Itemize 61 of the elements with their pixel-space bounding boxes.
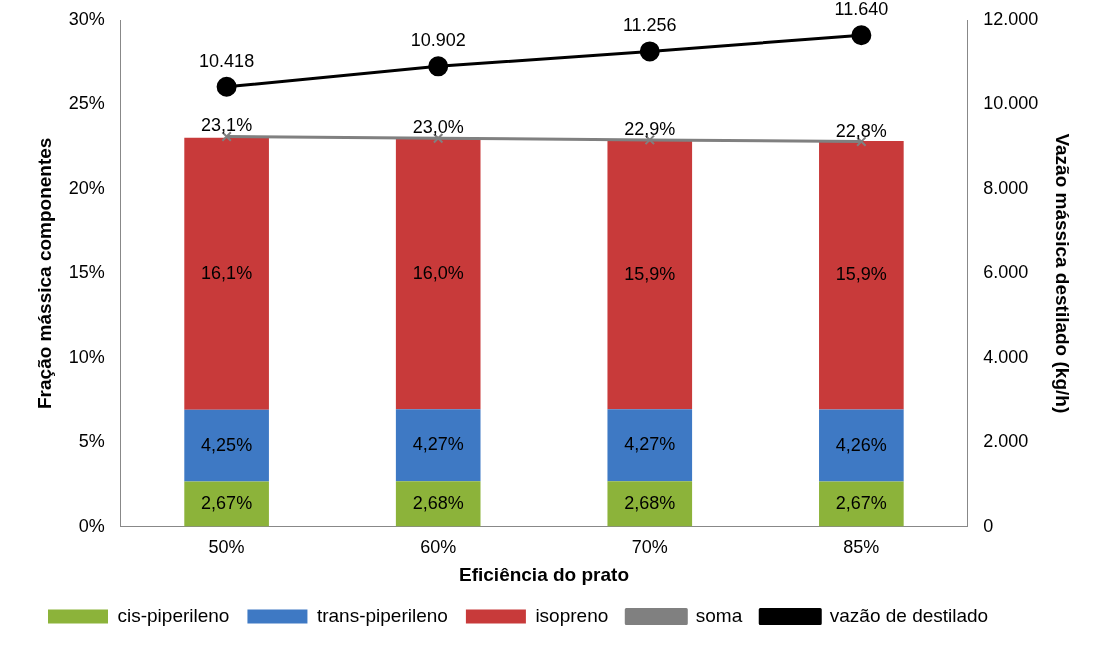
bar (607, 140, 693, 410)
data-label: 2,68% (624, 492, 676, 513)
bar (395, 481, 481, 527)
x-tick-label: 85% (843, 537, 880, 558)
data-label: 23,1% (201, 115, 253, 136)
bar (819, 141, 904, 410)
y-tick-label: 30% (68, 8, 105, 29)
x-tick-label: 60% (420, 537, 457, 558)
legend-label: soma (695, 604, 743, 626)
y2-tick-label: 6.000 (983, 262, 1029, 283)
data-label: 4,25% (201, 434, 253, 455)
bar (819, 409, 904, 482)
x-axis-title: Eficiência do prato (458, 563, 629, 585)
y-tick-label: 15% (68, 262, 105, 283)
bar (184, 481, 269, 527)
data-label: 2,67% (835, 493, 887, 514)
bar (607, 481, 693, 527)
y-tick-label: 0% (78, 515, 105, 536)
data-label: 4,27% (624, 434, 676, 455)
y-tick-label: 10% (68, 346, 105, 367)
data-label: 10.418 (199, 50, 255, 71)
data-label: 2,68% (412, 492, 464, 513)
bar (184, 409, 269, 482)
data-label: 23,0% (412, 117, 464, 138)
data-label: 11.256 (622, 15, 677, 36)
legend-label: cis-piperileno (117, 604, 230, 626)
y-tick-label: 5% (78, 431, 105, 452)
point (639, 41, 660, 62)
y2-tick-label: 0 (983, 515, 994, 536)
y2-axis-title: Vazão mássica destilado (kg/h) (1052, 133, 1074, 414)
y2-tick-label: 8.000 (983, 177, 1029, 198)
x-tick-label: 70% (631, 537, 668, 558)
y-tick-label: 20% (68, 177, 105, 198)
y2-tick-label: 10.000 (983, 93, 1039, 114)
x-tick-label: 50% (208, 537, 245, 558)
legend-label: trans-piperileno (316, 604, 448, 626)
legend-label: isopreno (535, 604, 609, 626)
data-label: 11.640 (834, 0, 889, 20)
data-label: 16,0% (412, 263, 464, 284)
bar (395, 409, 481, 482)
data-label: 15,9% (835, 264, 887, 285)
data-label: 4,27% (412, 434, 464, 455)
data-label: 22,8% (835, 120, 887, 141)
data-label: 22,9% (624, 118, 676, 139)
legend-label: vazão de destilado (829, 604, 989, 626)
data-label: 4,26% (835, 434, 887, 455)
bar (607, 409, 693, 482)
bar (395, 139, 481, 410)
point (216, 76, 237, 97)
y2-tick-label: 2.000 (983, 431, 1029, 452)
data-label: 2,67% (201, 493, 253, 514)
data-label: 16,1% (201, 262, 253, 283)
data-label: 15,9% (624, 263, 676, 284)
y-tick-label: 25% (68, 93, 105, 114)
y-axis-title: Fração mássica componentes (33, 137, 55, 409)
point (428, 56, 449, 77)
data-label: 10.902 (410, 30, 466, 51)
y2-tick-label: 4.000 (983, 346, 1029, 367)
bar (184, 137, 269, 410)
y2-tick-label: 12.000 (983, 8, 1039, 29)
point (851, 25, 872, 46)
